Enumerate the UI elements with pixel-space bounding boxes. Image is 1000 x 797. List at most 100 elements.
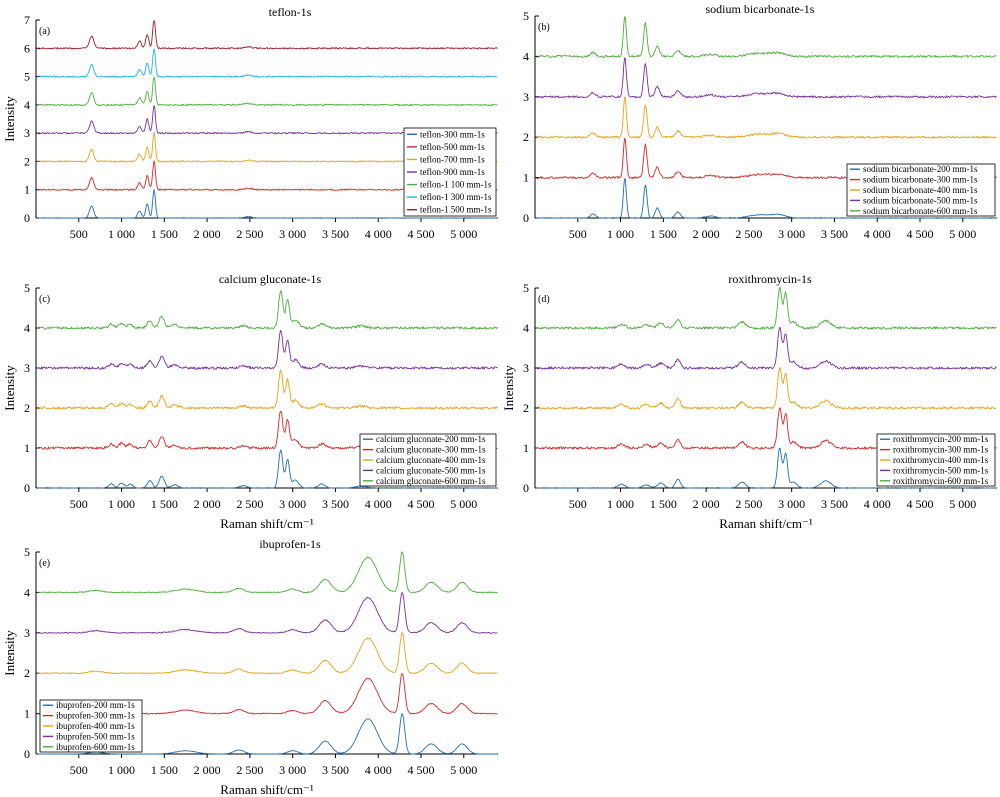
x-tick-label: 3 000	[279, 763, 306, 777]
legend: teflon-300 mm-1s teflon-500 mm-1s teflon-7…	[403, 127, 497, 217]
x-tick-label: 1 000	[108, 227, 135, 241]
x-tick-label: 5 000	[450, 497, 477, 511]
x-tick-label: 2 000	[693, 227, 720, 241]
x-tick-label: 1 500	[650, 497, 677, 511]
legend-entry: roxithromycin-400 mm-1s	[893, 455, 989, 465]
legend-box	[876, 433, 996, 487]
legend-entry: ibuprofen-600 mm-1s	[56, 742, 135, 752]
x-tick-label: 3 500	[821, 497, 848, 511]
y-tick-label: 1	[523, 171, 529, 185]
y-tick-label: 6	[24, 41, 30, 55]
y-tick-label: 4	[24, 321, 30, 335]
y-tick-label: 3	[24, 626, 30, 640]
x-tick-label: 1 500	[151, 227, 178, 241]
panel-label: (c)	[39, 294, 50, 305]
y-tick-label: 1	[24, 441, 30, 455]
panel-label: (e)	[39, 558, 50, 569]
series-line	[37, 551, 498, 594]
chart-panel-b: 0 1 2 3 4 5 500 1 000 1 500 2 000 2 500 3 000 3 500 4…	[523, 2, 997, 241]
legend: roxithromycin-200 mm-1sroxithromycin-300…	[876, 433, 996, 487]
x-tick-label: 2 500	[735, 497, 762, 511]
legend-entry: roxithromycin-300 mm-1s	[893, 445, 989, 455]
x-tick-label: 5 000	[949, 497, 976, 511]
y-tick-label: 2	[24, 401, 30, 415]
x-tick-label: 2 500	[236, 227, 263, 241]
x-tick-label: 5 000	[450, 227, 477, 241]
y-tick-label: 3	[523, 361, 529, 375]
x-tick-label: 1 500	[650, 227, 677, 241]
x-tick-label: 1 500	[151, 497, 178, 511]
y-tick-label: 1	[24, 183, 30, 197]
series-line	[37, 290, 498, 330]
x-tick-label: 1 500	[151, 763, 178, 777]
series-line	[536, 286, 997, 330]
series-line	[37, 713, 498, 755]
series-line	[37, 632, 498, 675]
chart-title: roxithromycin-1s	[728, 272, 812, 286]
x-tick-label: 2 000	[693, 497, 720, 511]
x-tick-label: 4 000	[864, 227, 891, 241]
legend-entry: roxithromycin-500 mm-1s	[893, 465, 989, 475]
y-tick-label: 2	[523, 401, 529, 415]
x-tick-label: 3 000	[778, 497, 805, 511]
x-tick-label: 1 000	[108, 763, 135, 777]
y-tick-label: 0	[523, 211, 529, 225]
x-tick-label: 3 000	[279, 227, 306, 241]
x-tick-label: 2 000	[194, 227, 221, 241]
legend-entry: calcium gluconate-200 mm-1s	[376, 434, 486, 444]
legend-entry: calcium gluconate-400 mm-1s	[376, 455, 486, 465]
y-tick-label: 7	[24, 13, 30, 27]
x-tick-label: 4 500	[408, 497, 435, 511]
series-line	[37, 592, 498, 634]
x-tick-label: 5 000	[450, 763, 477, 777]
x-tick-label: 2 000	[194, 763, 221, 777]
y-axis-label: Intensity	[501, 365, 516, 411]
x-axis-label: Raman shift/cm⁻¹	[220, 516, 314, 531]
x-tick-label: 5 000	[949, 227, 976, 241]
series-line	[536, 367, 997, 410]
chart-panel-d: 0 1 2 3 4 5 500 1 000 1 500 2 000 2 500 3 000 3 500 4…	[501, 272, 997, 531]
x-tick-label: 3 500	[322, 497, 349, 511]
y-tick-label: 0	[24, 747, 30, 761]
series-line	[37, 330, 498, 370]
x-tick-label: 500	[70, 227, 88, 241]
x-tick-label: 2 500	[236, 763, 263, 777]
chart-title: teflon-1s	[269, 5, 312, 19]
y-tick-label: 2	[24, 666, 30, 680]
legend-entry: teflon-700 mm-1s	[420, 154, 485, 164]
legend-entry: sodium bicarbonate-500 mm-1s	[863, 195, 978, 205]
panel-label: (a)	[39, 26, 50, 37]
y-axis-label: Intensity	[2, 365, 17, 411]
y-axis-label: Intensity	[2, 630, 17, 676]
series-line	[536, 447, 997, 489]
y-tick-label: 4	[523, 321, 529, 335]
legend-entry: calcium gluconate-600 mm-1s	[376, 476, 486, 486]
y-tick-label: 5	[24, 281, 30, 295]
x-tick-label: 3 500	[821, 227, 848, 241]
x-tick-label: 500	[569, 497, 587, 511]
y-tick-label: 0	[523, 481, 529, 495]
x-axis-label: Raman shift/cm⁻¹	[719, 516, 813, 531]
legend-box	[39, 699, 143, 753]
y-tick-label: 1	[24, 707, 30, 721]
legend-entry: roxithromycin-600 mm-1s	[893, 476, 989, 486]
y-tick-label: 3	[24, 361, 30, 375]
legend-entry: ibuprofen-200 mm-1s	[56, 700, 135, 710]
series-line	[37, 189, 498, 219]
legend-entry: ibuprofen-400 mm-1s	[56, 721, 135, 731]
x-tick-label: 4 500	[408, 763, 435, 777]
y-tick-label: 3	[24, 126, 30, 140]
legend-entry: sodium bicarbonate-600 mm-1s	[863, 206, 978, 216]
x-tick-label: 2 500	[236, 497, 263, 511]
legend-entry: calcium gluconate-300 mm-1s	[376, 445, 486, 455]
legend-entry: roxithromycin-200 mm-1s	[893, 434, 989, 444]
y-tick-label: 5	[523, 281, 529, 295]
x-tick-label: 4 500	[907, 227, 934, 241]
x-tick-label: 500	[70, 497, 88, 511]
series-line	[536, 96, 997, 139]
x-tick-label: 4 500	[907, 497, 934, 511]
legend-entry: teflon-500 mm-1s	[420, 142, 485, 152]
series-line	[37, 76, 498, 107]
